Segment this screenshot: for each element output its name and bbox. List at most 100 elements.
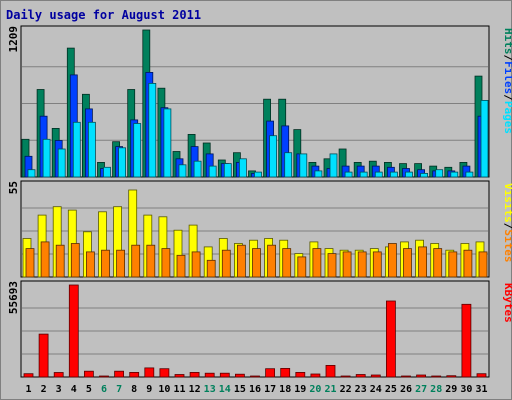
legend-visits-sites: Visits/Sites	[502, 183, 512, 263]
bar-sites-day-11	[176, 254, 186, 278]
x-tick-label-day-10: 10	[158, 384, 170, 395]
bar-kbytes-day-22	[340, 375, 351, 378]
bar-pages-day-5	[88, 121, 96, 178]
bar-pages-day-9	[148, 83, 157, 178]
bar-pages-day-13	[208, 165, 217, 178]
bar-kbytes-day-30	[461, 303, 472, 378]
bar-kbytes-day-20	[310, 373, 321, 378]
bar-kbytes-day-6	[99, 375, 109, 378]
x-tick-label-day-30: 30	[460, 384, 472, 395]
x-tick-label-day-27: 27	[415, 384, 427, 395]
bar-kbytes-day-23	[355, 374, 366, 378]
bar-sites-day-18	[282, 248, 292, 278]
legend-item: Pages	[502, 101, 512, 134]
x-tick-label-day-17: 17	[264, 384, 276, 395]
bar-kbytes-day-13	[204, 372, 215, 378]
legend-item: KBytes	[502, 283, 512, 323]
bar-sites-day-29	[448, 251, 458, 278]
bar-sites-day-28	[433, 248, 443, 278]
x-tick-label-day-18: 18	[279, 384, 291, 395]
panel-plot-area	[20, 25, 490, 178]
x-tick-label-day-14: 14	[219, 384, 231, 395]
legend-kbytes: KBytes	[502, 283, 512, 323]
x-axis-labels: 1 2 3 4 5 6 7 8 9 10 11 12 13 14 15 16 17 18 19 20 21 22 23 24 2…	[25, 384, 487, 395]
x-tick-label-day-31: 31	[475, 384, 487, 395]
bar-pages-day-24	[374, 171, 383, 178]
x-tick-label-day-9: 9	[146, 384, 152, 395]
legend-item: Files	[502, 61, 512, 94]
bar-pages-day-4	[72, 121, 81, 178]
bar-sites-day-20	[312, 248, 322, 278]
bar-sites-day-7	[116, 249, 125, 278]
bar-pages-day-22	[344, 171, 353, 178]
bar-sites-day-16	[252, 248, 261, 278]
bar-kbytes-day-4	[68, 284, 79, 378]
bar-sites-day-8	[131, 244, 141, 278]
x-tick-label-day-6: 6	[101, 384, 107, 395]
x-tick-label-day-29: 29	[445, 384, 457, 395]
bar-pages-day-12	[193, 160, 202, 178]
bar-pages-day-18	[284, 152, 293, 178]
bar-sites-day-2	[40, 241, 50, 278]
bar-sites-day-5	[86, 251, 95, 278]
bar-pages-day-23	[359, 171, 368, 178]
bar-kbytes-day-27	[416, 374, 427, 378]
bar-pages-day-25	[389, 171, 398, 178]
bar-sites-day-15	[236, 244, 246, 278]
bar-kbytes-day-18	[280, 367, 291, 378]
x-tick-label-day-12: 12	[189, 384, 201, 395]
bar-pages-day-11	[178, 164, 187, 178]
bar-pages-day-21	[329, 153, 338, 178]
bar-sites-day-27	[418, 246, 428, 278]
y-max-label: 1209	[7, 26, 20, 53]
panel-plot-area	[20, 280, 490, 378]
x-tick-label-day-11: 11	[173, 384, 185, 395]
bar-kbytes-day-12	[189, 371, 200, 378]
bar-sites-day-13	[206, 259, 216, 278]
bar-pages-day-8	[133, 123, 142, 178]
bar-kbytes-day-10	[159, 368, 170, 378]
panel-kbytes: 55693 KBytes	[7, 280, 512, 378]
bar-sites-day-24	[372, 251, 382, 278]
bar-kbytes-day-25	[385, 300, 396, 378]
bar-kbytes-day-16	[250, 375, 260, 378]
bar-sites-day-23	[357, 251, 367, 278]
x-tick-label-day-28: 28	[430, 384, 442, 395]
panel-visits-sites: 55 Visits/Sites	[7, 180, 512, 278]
y-max-label: 55693	[7, 281, 20, 314]
bar-pages-day-16	[254, 171, 262, 178]
x-tick-label-day-23: 23	[355, 384, 367, 395]
bar-sites-day-1	[25, 248, 35, 278]
x-tick-label-day-1: 1	[25, 384, 31, 395]
bar-kbytes-day-11	[174, 374, 185, 378]
bar-kbytes-day-19	[295, 371, 306, 378]
bar-pages-day-7	[118, 147, 126, 178]
bar-kbytes-day-31	[476, 373, 487, 378]
bar-pages-day-17	[269, 135, 278, 178]
bar-pages-day-28	[435, 169, 444, 178]
bar-pages-day-30	[465, 171, 474, 178]
bar-pages-day-31	[480, 100, 489, 178]
x-tick-label-day-16: 16	[249, 384, 261, 395]
bar-sites-day-14	[221, 249, 231, 278]
bar-sites-day-30	[463, 249, 473, 278]
bar-pages-day-14	[223, 163, 232, 178]
bar-sites-day-22	[342, 251, 352, 278]
bar-pages-day-29	[450, 171, 459, 178]
bar-sites-day-26	[403, 248, 412, 278]
bar-sites-day-17	[267, 244, 277, 278]
bar-kbytes-day-29	[446, 375, 457, 378]
bar-kbytes-day-15	[234, 373, 245, 378]
bar-sites-day-25	[387, 243, 397, 278]
legend-item: /	[502, 223, 512, 230]
x-tick-label-day-26: 26	[400, 384, 412, 395]
bar-kbytes-day-1	[23, 373, 34, 378]
bar-sites-day-19	[297, 256, 307, 278]
bar-pages-day-15	[238, 158, 247, 178]
bar-sites-day-3	[55, 244, 65, 278]
bar-pages-day-10	[163, 108, 172, 178]
bar-pages-day-20	[314, 170, 323, 178]
